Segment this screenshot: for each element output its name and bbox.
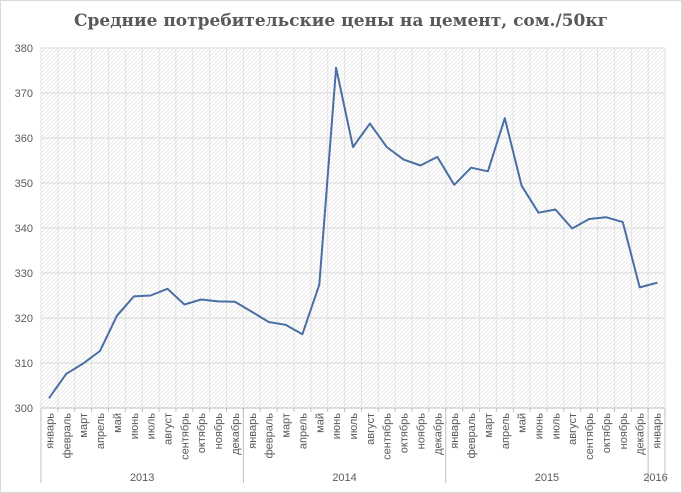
x-tick-label: сентябрь [382,413,394,460]
x-tick-label: декабрь [635,413,647,455]
x-tick-label: апрель [500,413,512,449]
x-tick-label: июнь [534,413,546,439]
x-tick-label: август [162,413,174,445]
y-tick-label: 330 [15,268,33,280]
x-axis: январь февраль март апрель май июнь июль август… [40,408,668,484]
x-tick-label: февраль [466,413,478,459]
y-tick-label: 370 [15,88,33,100]
y-tick-label: 310 [15,358,33,370]
x-tick-label: август [567,413,579,445]
x-tick-label: январь [652,413,664,449]
year-label: 2014 [332,472,356,484]
year-label: 2013 [130,472,154,484]
x-tick-label: июль [146,413,158,440]
year-label: 2016 [643,472,667,484]
x-tick-label: январь [247,413,259,449]
y-tick-label: 320 [15,313,33,325]
y-axis: 300 310 320 330 340 350 360 370 380 [15,43,33,415]
x-tick-label: декабрь [432,413,444,455]
x-tick-label: октябрь [399,413,411,453]
series-layer [48,66,658,399]
x-tick-label: февраль [61,413,73,459]
x-tick-label: июль [348,413,360,440]
x-tick-label: апрель [297,413,309,449]
chart-title: Средние потребительские цены на цемент, … [73,11,609,31]
x-tick-label: август [365,413,377,445]
x-tick-label: апрель [95,413,107,449]
x-tick-label: май [517,413,529,433]
x-tick-label: ноябрь [415,413,427,450]
x-tick-label: декабрь [230,413,242,455]
x-tick-label: март [78,413,90,438]
x-tick-label: октябрь [196,413,208,453]
x-tick-label: сентябрь [584,413,596,460]
x-tick-label: июнь [129,413,141,439]
x-tick-label: май [112,413,124,433]
y-tick-label: 350 [15,178,33,190]
y-tick-label: 380 [15,43,33,55]
x-tick-label: январь [449,413,461,449]
x-tick-label: февраль [264,413,276,459]
x-tick-label: июль [550,413,562,440]
y-tick-label: 360 [15,133,33,145]
gridlines [40,47,666,409]
y-tick-label: 340 [15,223,33,235]
x-tick-label: сентябрь [179,413,191,460]
x-tick-label: июнь [331,413,343,439]
x-tick-label: май [314,413,326,433]
x-tick-label: ноябрь [213,413,225,450]
x-tick-label: март [483,413,495,438]
x-tick-label: март [281,413,293,438]
x-tick-label: январь [44,413,56,449]
x-tick-label: октябрь [601,413,613,453]
x-tick-label: ноябрь [618,413,630,450]
y-tick-label: 300 [15,403,33,415]
year-label: 2015 [535,472,559,484]
